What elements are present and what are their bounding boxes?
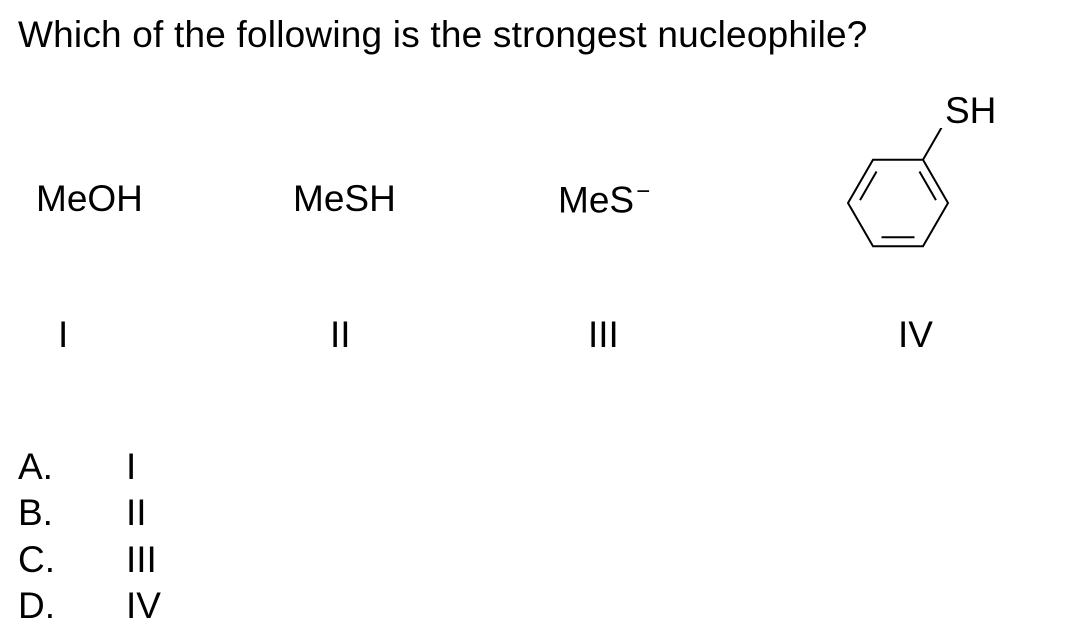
- roman-2: II: [330, 314, 351, 356]
- option-A-value: I: [126, 444, 136, 490]
- species-4: SH: [838, 128, 1063, 268]
- roman-4: IV: [898, 314, 933, 356]
- option-B-value: II: [126, 490, 147, 536]
- species-3-base: MeS: [558, 179, 634, 220]
- species-1: MeOH: [36, 178, 143, 220]
- option-C-letter: C.: [18, 537, 126, 583]
- species-2: MeSH: [293, 178, 396, 220]
- thiophenol-structure: SH: [838, 128, 1063, 268]
- roman-labels-row: I II III IV: [18, 314, 1072, 374]
- page-root: Which of the following is the strongest …: [0, 0, 1090, 614]
- species-2-label: MeSH: [293, 178, 396, 220]
- option-C-value: III: [126, 537, 157, 583]
- option-A: A. I: [18, 444, 1072, 490]
- sh-substituent-label: SH: [945, 90, 996, 132]
- roman-3: III: [588, 314, 619, 356]
- option-A-letter: A.: [18, 444, 126, 490]
- option-B: B. II: [18, 490, 1072, 536]
- species-1-label: MeOH: [36, 178, 143, 220]
- option-D-value: IV: [126, 583, 161, 629]
- species-3-super: −: [636, 178, 650, 205]
- roman-1: I: [58, 314, 68, 356]
- option-C: C. III: [18, 537, 1072, 583]
- options-list: A. I B. II C. III D. IV: [18, 444, 1072, 629]
- species-row: MeOH MeSH MeS− SH: [18, 138, 1072, 278]
- question-text: Which of the following is the strongest …: [18, 14, 1072, 56]
- option-B-letter: B.: [18, 490, 126, 536]
- option-D: D. IV: [18, 583, 1072, 629]
- species-3-label: MeS−: [558, 178, 650, 221]
- benzene-ring-svg: [838, 128, 1063, 278]
- option-D-letter: D.: [18, 583, 126, 629]
- species-3: MeS−: [558, 178, 650, 221]
